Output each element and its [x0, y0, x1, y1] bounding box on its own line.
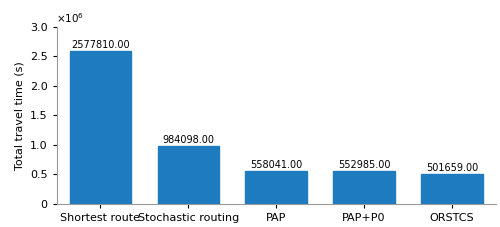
Text: 552985.00: 552985.00 — [338, 160, 390, 170]
Text: $\times10^6$: $\times10^6$ — [56, 11, 84, 25]
Bar — [334, 171, 395, 204]
Text: 558041.00: 558041.00 — [250, 160, 302, 170]
Bar — [246, 171, 307, 204]
Text: 2577810.00: 2577810.00 — [71, 40, 130, 50]
Bar — [158, 146, 219, 204]
Text: 984098.00: 984098.00 — [162, 135, 214, 145]
Bar — [421, 174, 482, 204]
Bar — [70, 52, 131, 204]
Text: 501659.00: 501659.00 — [426, 163, 478, 173]
Y-axis label: Total travel time (s): Total travel time (s) — [14, 61, 24, 170]
